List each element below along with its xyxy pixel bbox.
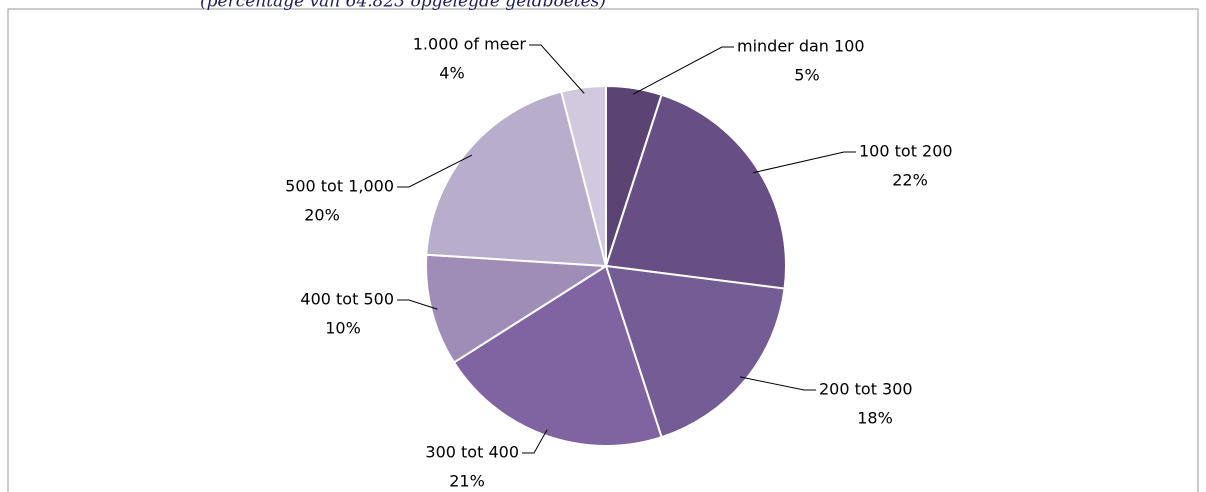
slice-value-label: 10% xyxy=(325,319,361,338)
slice-value-label: 5% xyxy=(794,66,819,85)
slice-label: 300 tot 400 xyxy=(425,443,519,462)
slice-label: 1.000 of meer xyxy=(413,35,527,54)
slice-label: 500 tot 1,000 xyxy=(285,177,394,196)
leader-line xyxy=(397,154,473,188)
slice-value-label: 22% xyxy=(892,171,928,190)
pie-slice xyxy=(560,84,607,267)
pie-slice xyxy=(452,264,663,447)
pie-slice xyxy=(604,93,787,290)
slice-value-label: 18% xyxy=(857,409,893,428)
pie-slice xyxy=(604,264,786,439)
leader-line xyxy=(522,429,548,454)
slice-value-label: 21% xyxy=(449,472,485,491)
leader-line xyxy=(397,299,438,310)
pie-slice xyxy=(425,253,610,364)
leader-line xyxy=(632,46,734,95)
leader-line xyxy=(529,44,585,94)
slice-label: 100 tot 200 xyxy=(859,142,953,161)
pie-slice xyxy=(425,90,608,268)
slice-label: 400 tot 500 xyxy=(300,290,394,309)
chart-subtitle: (percentage van 64.823 opgelegde geldboe… xyxy=(200,0,606,12)
slice-label: minder dan 100 xyxy=(737,37,865,56)
leader-line xyxy=(739,376,816,391)
slice-label: 200 tot 300 xyxy=(819,380,913,399)
slice-value-label: 4% xyxy=(439,64,464,83)
slice-value-label: 20% xyxy=(304,206,340,225)
leader-line xyxy=(752,151,856,174)
chart-frame xyxy=(7,8,1199,492)
